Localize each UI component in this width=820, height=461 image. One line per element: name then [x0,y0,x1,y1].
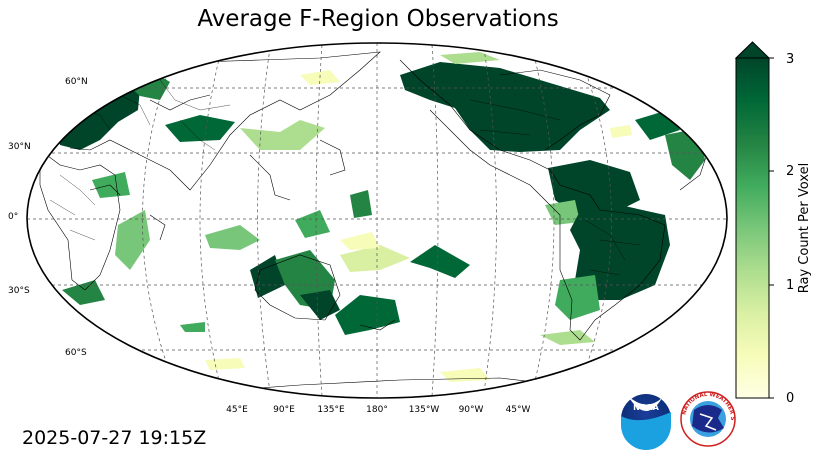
globe-outline [26,42,728,399]
timestamp: 2025-07-27 19:15Z [22,427,207,449]
lat-label-30n: 30°N [8,142,31,152]
gridlines [27,43,727,398]
lon-label-90w: 90°W [459,405,484,415]
colorbar: 0 1 2 3 Ray Count Per Voxel [734,41,812,406]
noaa-logo: NOAA [620,393,672,450]
noaa-logo-text: NOAA [633,403,659,412]
lon-label-180: 180° [366,405,388,415]
lon-label-135w: 135°W [409,405,440,415]
colorbar-tick-0: 0 [786,391,794,406]
lat-label-30s: 30°S [8,286,30,296]
lat-label-equator: 0° [8,212,18,222]
colorbar-label: Ray Count Per Voxel [797,163,812,293]
country-borders [49,79,641,276]
map-body [27,43,727,398]
lon-label-90e: 90°E [273,405,295,415]
map-title: Average F-Region Observations [197,6,559,32]
lon-label-45w: 45°W [506,405,531,415]
lat-label-60s: 60°S [65,348,87,358]
colorbar-gradient [735,57,770,399]
colorbar-tick-3: 3 [786,52,794,67]
colorbar-extend-arrow [734,41,771,59]
lon-label-135e: 135°E [317,405,345,415]
lat-label-60n: 60°N [65,77,88,87]
lon-label-45e: 45°E [226,405,248,415]
colorbar-tick-2: 2 [786,164,794,179]
colorbar-tick-1: 1 [786,278,794,293]
